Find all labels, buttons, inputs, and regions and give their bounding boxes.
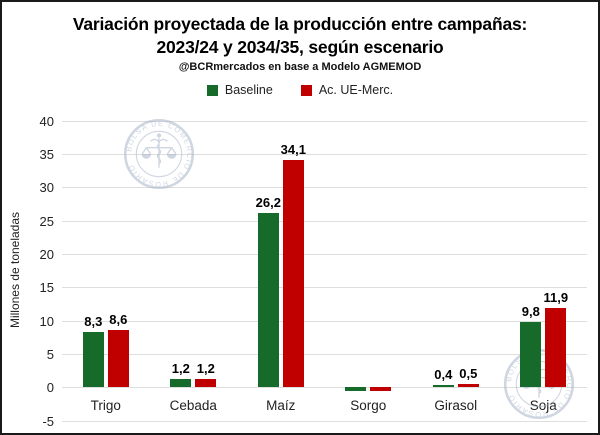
gridline-y-5 [62,420,587,422]
data-label-ac-ue-merc--girasol: 0,5 [459,366,478,381]
data-label-ac-ue-merc--cebada: 1,2 [196,361,215,377]
gridline-y10 [62,320,587,322]
bcr-seal-watermark-icon: BOLSA DE COMERCIO DE ROSARIO [121,116,197,192]
data-label-baseline-cebada: 1,2 [171,361,190,377]
y-tick-label-35: 35 [39,147,54,162]
x-category-label-4: Sorgo [350,398,387,413]
data-label-ac-ue-merc--trigo: 8,6 [109,312,128,327]
x-category-label-1: Trigo [90,398,121,413]
legend: Baseline Ac. UE-Merc. [2,83,598,97]
y-tick-label-0: 0 [46,380,54,396]
bar-baseline-maiz [257,212,279,388]
bar-ac-ue-merc--girasol [457,384,479,388]
bar-baseline-sorgo [345,387,367,392]
gridline-y5 [62,354,587,355]
legend-item-baseline: Baseline [206,83,273,97]
chart-title-line1: Variación proyectada de la producción en… [72,14,528,34]
y-tick-label-10: 10 [39,313,54,329]
x-category-label-6: Soja [529,398,557,413]
bar-ac-ue-merc--soja [545,308,567,388]
bar-baseline-trigo [82,332,104,388]
title-block: Variación proyectada de la producción en… [2,13,598,73]
y-tick-label-20: 20 [39,247,54,262]
y-tick-label-25: 25 [39,213,54,229]
data-label-baseline-soja: 9,8 [521,304,540,319]
bar-ac-ue-merc--trigo [107,330,129,388]
baseline-swatch-icon [206,84,218,96]
gridline-y25 [62,220,587,222]
bar-ac-ue-merc--sorgo [370,387,392,392]
y-tick-label--5: -5 [42,413,54,429]
gridline-y0 [62,387,587,389]
bar-baseline-soja [520,322,542,388]
x-category-label-3: Maíz [266,398,296,413]
legend-item-scenario: Ac. UE-Merc. [300,83,394,97]
y-tick-label-5: 5 [46,347,54,362]
data-label-ac-ue-merc--maiz: 34,1 [280,142,306,157]
data-label-baseline-girasol: 0,4 [434,366,453,382]
x-category-label-5: Girasol [434,398,478,413]
bar-ac-ue-merc--maiz [282,160,304,388]
bar-ac-ue-merc--cebada [195,379,217,388]
scenario-swatch-icon [300,84,312,96]
data-label-baseline-trigo: 8,3 [84,314,103,329]
x-category-label-2: Cebada [169,398,217,413]
y-tick-label-15: 15 [39,280,54,296]
gridline-y30 [62,187,587,189]
legend-label-baseline: Baseline [224,83,273,97]
bar-baseline-cebada [170,379,192,388]
chart-title-line2: 2023/24 y 2034/35, según escenario [156,37,444,57]
gridline-y35 [62,154,587,155]
gridline-y40 [62,120,587,122]
bar-baseline-girasol [432,384,454,388]
chart-subtitle: @BCRmercados en base a Modelo AGMEMOD [178,61,422,73]
legend-label-scenario: Ac. UE-Merc. [318,83,394,97]
gridline-y20 [62,254,587,255]
y-tick-label-30: 30 [39,180,54,196]
gridline-y15 [62,287,587,289]
data-label-ac-ue-merc--soja: 11,9 [543,290,569,305]
y-tick-label-40: 40 [39,113,54,129]
data-label-baseline-maiz: 26,2 [255,194,281,210]
